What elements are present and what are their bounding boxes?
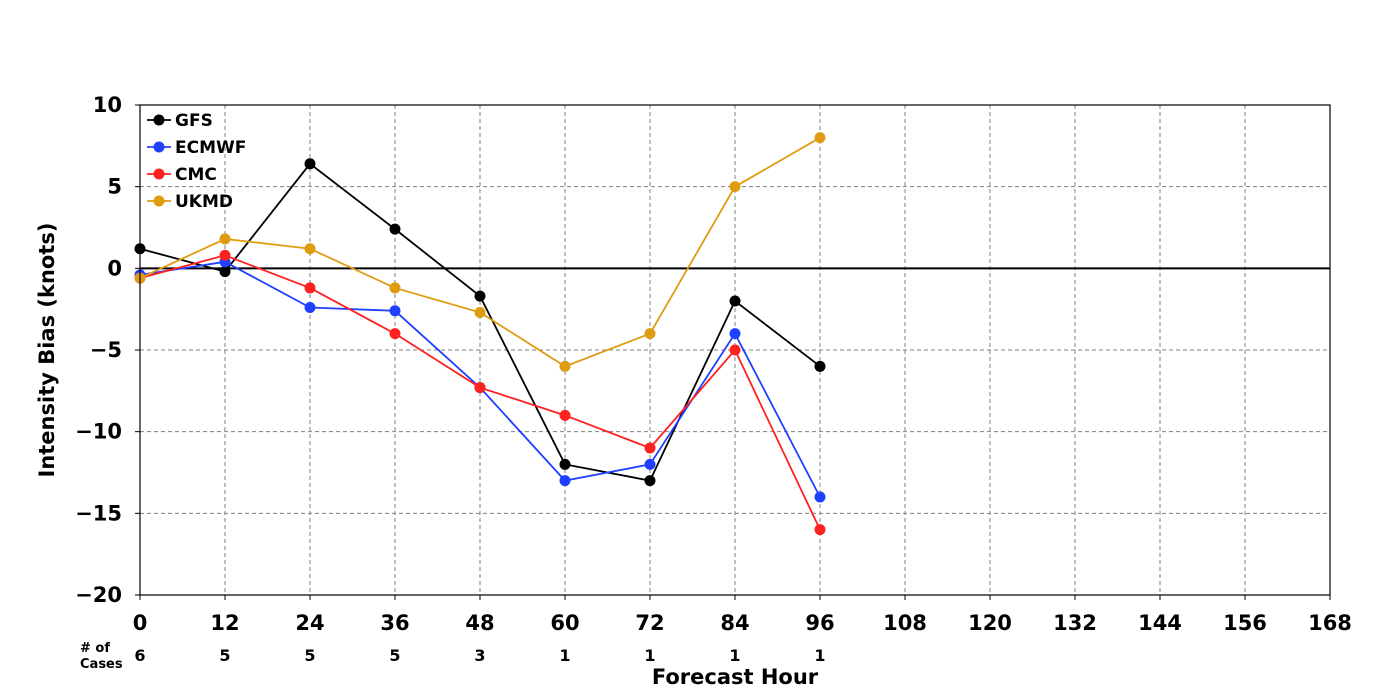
- x-tick-label: 24: [295, 611, 324, 635]
- cases-label-line2: Cases: [80, 657, 123, 672]
- series-layer: [134, 132, 826, 536]
- x-tick-labels: 0 12 24 36 48 60 72 84 96 108 120 132 144 156 168: [133, 595, 1352, 635]
- x-tick-label: 12: [210, 611, 239, 635]
- x-tick-label: 108: [883, 611, 927, 635]
- x-tick-label: 84: [720, 611, 749, 635]
- data-point-gfs: [389, 223, 401, 235]
- cases-row: # of Cases 6 5 5 5 3 1 1 1 1: [80, 641, 826, 672]
- x-tick-label: 72: [635, 611, 664, 635]
- data-point-ecmwf: [644, 458, 656, 470]
- legend-item-ukmd: UKMD: [147, 192, 233, 212]
- cases-count: 5: [389, 646, 400, 665]
- cases-count: 1: [644, 646, 655, 665]
- x-tick-label: 60: [550, 611, 579, 635]
- data-point-gfs: [219, 266, 231, 278]
- data-point-cmc: [644, 442, 656, 454]
- legend-item-gfs: GFS: [147, 111, 213, 131]
- data-point-ecmwf: [559, 475, 571, 487]
- y-tick-label: 5: [107, 175, 122, 199]
- x-tick-label: 132: [1053, 611, 1097, 635]
- legend-label-ecmwf: ECMWF: [175, 138, 246, 158]
- legend-swatch-marker: [153, 168, 165, 180]
- legend-item-ecmwf: ECMWF: [147, 138, 246, 158]
- data-point-cmc: [559, 409, 571, 421]
- legend-swatch-marker: [153, 114, 165, 126]
- x-tick-label: 168: [1308, 611, 1352, 635]
- data-point-ukmd: [304, 243, 316, 255]
- data-point-gfs: [304, 158, 316, 170]
- cases-count: 1: [814, 646, 825, 665]
- cases-count: 5: [304, 646, 315, 665]
- y-tick-label: 0: [107, 256, 122, 280]
- data-point-ukmd: [729, 181, 741, 193]
- data-point-ukmd: [474, 306, 486, 318]
- legend-swatch-marker: [153, 195, 165, 207]
- y-axis-label: Intensity Bias (knots): [35, 223, 59, 478]
- data-point-ukmd: [814, 132, 826, 144]
- cases-count: 1: [559, 646, 570, 665]
- y-tick-label: −5: [90, 338, 122, 362]
- data-point-ukmd: [389, 282, 401, 294]
- x-tick-label: 96: [805, 611, 834, 635]
- data-point-ukmd: [219, 233, 231, 245]
- data-point-gfs: [644, 475, 656, 487]
- cases-count: 1: [729, 646, 740, 665]
- x-tick-label: 48: [465, 611, 494, 635]
- y-tick-label: 10: [93, 93, 122, 117]
- y-tick-label: −10: [75, 420, 122, 444]
- data-point-ukmd: [559, 360, 571, 372]
- x-tick-label: 36: [380, 611, 409, 635]
- data-point-gfs: [814, 360, 826, 372]
- data-point-gfs: [474, 290, 486, 302]
- x-tick-label: 156: [1223, 611, 1267, 635]
- data-point-cmc: [729, 344, 741, 356]
- data-point-ukmd: [644, 328, 656, 340]
- cases-label-line1: # of: [80, 641, 110, 656]
- x-tick-label: 120: [968, 611, 1012, 635]
- data-point-cmc: [474, 382, 486, 394]
- y-tick-labels: −20 −15 −10 −5 0 5 10: [75, 93, 140, 607]
- legend-label-cmc: CMC: [175, 165, 217, 185]
- legend-label-ukmd: UKMD: [175, 192, 233, 212]
- legend-item-cmc: CMC: [147, 165, 217, 185]
- x-axis-label: Forecast Hour: [652, 665, 819, 689]
- cases-count: 3: [474, 646, 485, 665]
- data-point-gfs: [559, 458, 571, 470]
- data-point-gfs: [729, 295, 741, 307]
- data-point-cmc: [814, 524, 826, 536]
- legend-label-gfs: GFS: [175, 111, 213, 131]
- data-point-cmc: [304, 282, 316, 294]
- cases-count: 5: [219, 646, 230, 665]
- series-ukmd: [134, 132, 826, 372]
- data-point-ecmwf: [814, 491, 826, 503]
- x-tick-label: 144: [1138, 611, 1182, 635]
- data-point-ecmwf: [389, 305, 401, 317]
- data-point-cmc: [219, 249, 231, 261]
- legend: GFS ECMWF CMC UKMD: [147, 111, 246, 212]
- cases-count: 6: [134, 646, 145, 665]
- x-tick-label: 0: [133, 611, 148, 635]
- data-point-ecmwf: [304, 302, 316, 314]
- y-tick-label: −20: [75, 583, 122, 607]
- data-point-cmc: [389, 328, 401, 340]
- data-point-ecmwf: [729, 328, 741, 340]
- legend-swatch-marker: [153, 141, 165, 153]
- y-tick-label: −15: [75, 501, 122, 525]
